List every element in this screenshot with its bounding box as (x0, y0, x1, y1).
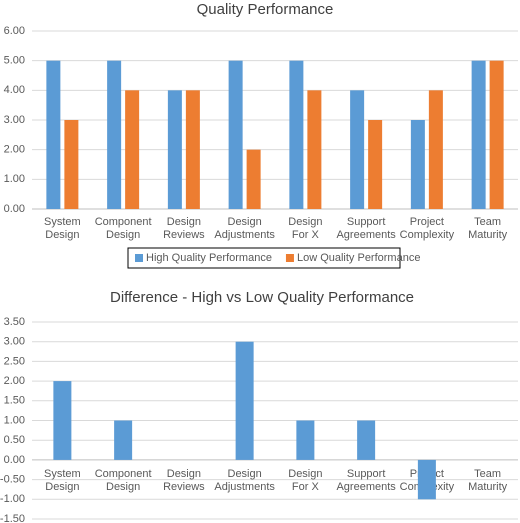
bar (307, 90, 322, 209)
y-tick-label: 0.00 (4, 454, 25, 466)
x-tick-label: System Design (44, 216, 81, 241)
y-tick-label: 6.00 (4, 25, 25, 37)
x-tick-label: Design For X (288, 468, 322, 493)
bar (471, 60, 486, 209)
y-tick-label: -1.50 (0, 513, 25, 523)
legend-swatch (135, 254, 143, 262)
bar (357, 420, 376, 460)
bar (107, 60, 122, 209)
x-tick-label: Design Reviews (163, 216, 205, 241)
legend-box (127, 247, 401, 269)
bar (489, 60, 504, 209)
x-tick-label: Design Reviews (163, 468, 205, 493)
bar (289, 60, 304, 209)
bar (228, 60, 243, 209)
legend-label: Low Quality Performance (297, 252, 421, 264)
y-tick-label: 0.50 (4, 434, 25, 446)
y-tick-label: 3.50 (4, 316, 25, 328)
x-tick-label: Design Adjustments (214, 216, 275, 241)
y-tick-label: 1.00 (4, 173, 25, 185)
bar (235, 341, 254, 460)
bar (428, 90, 443, 209)
bar (125, 90, 140, 209)
y-tick-label: -1.00 (0, 493, 25, 505)
bar (114, 420, 133, 460)
bar (417, 459, 436, 500)
x-tick-label: Support Agreements (336, 216, 396, 241)
bar (167, 90, 182, 209)
y-tick-label: 2.00 (4, 375, 25, 387)
bar (296, 420, 315, 460)
y-tick-label: 0.00 (4, 203, 25, 215)
x-tick-label: Team Maturity (468, 216, 508, 241)
x-tick-label: Support Agreements (336, 468, 396, 493)
bar (46, 60, 61, 209)
legend-label: High Quality Performance (146, 252, 272, 264)
y-tick-label: 1.00 (4, 414, 25, 426)
chart-title: Quality Performance (197, 1, 334, 18)
y-tick-label: 4.00 (4, 84, 25, 96)
y-tick-label: 2.50 (4, 355, 25, 367)
bar (53, 381, 72, 460)
y-tick-label: 2.00 (4, 144, 25, 156)
x-tick-label: System Design (44, 468, 81, 493)
y-tick-label: 3.00 (4, 336, 25, 348)
bar (185, 90, 200, 209)
bar (410, 120, 425, 209)
x-tick-label: Design Adjustments (214, 468, 275, 493)
bar (350, 90, 365, 209)
x-tick-label: Team Maturity (468, 468, 508, 493)
y-tick-label: 3.00 (4, 114, 25, 126)
x-tick-label: Component Design (95, 468, 152, 493)
x-tick-label: Design For X (288, 216, 322, 241)
bar (246, 149, 261, 209)
y-tick-label: 1.50 (4, 395, 25, 407)
y-tick-label: -0.50 (0, 474, 25, 486)
y-tick-label: 5.00 (4, 55, 25, 67)
chart-title: Difference - High vs Low Quality Perform… (110, 289, 414, 306)
bar (368, 120, 383, 209)
legend-swatch (285, 254, 294, 262)
x-tick-label: Component Design (95, 216, 152, 241)
bar (64, 120, 79, 209)
